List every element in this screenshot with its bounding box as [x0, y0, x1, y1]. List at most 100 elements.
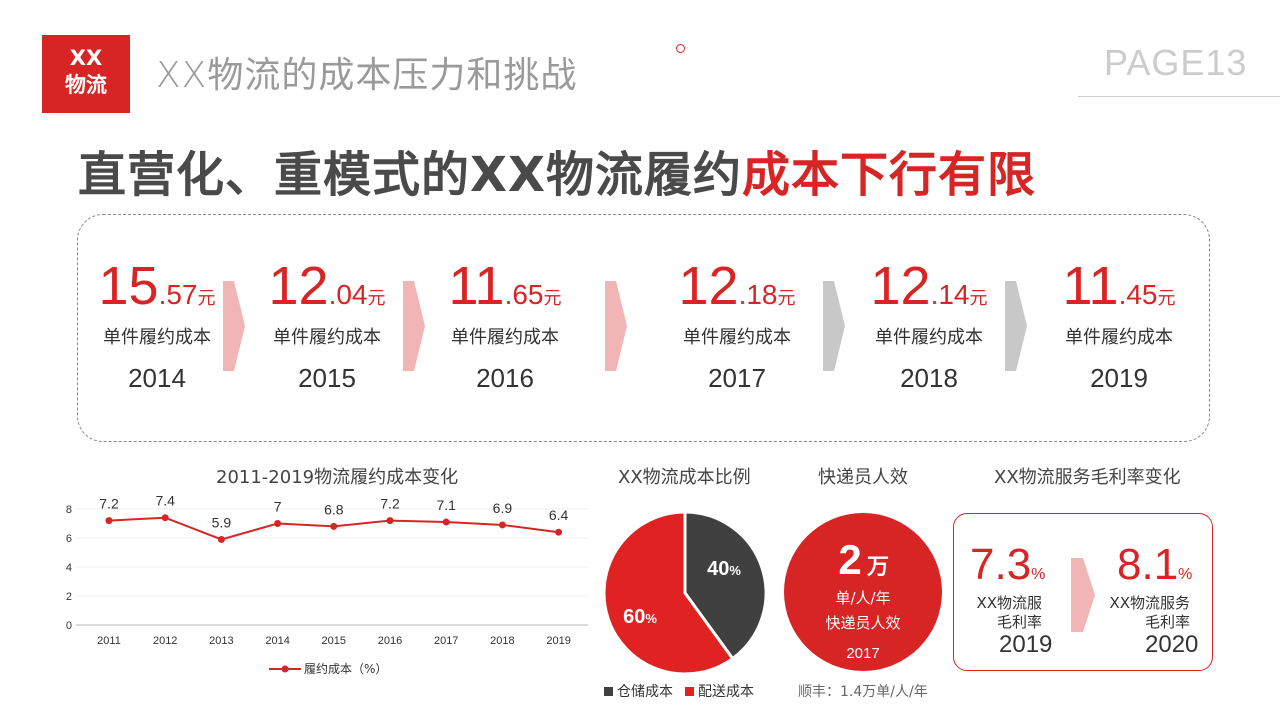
pie-slice-label: 40%: [707, 558, 741, 580]
cost-value: 11.45元: [1058, 255, 1180, 317]
cost-int: 11: [1062, 256, 1119, 316]
logo-line-1: XX: [69, 46, 103, 70]
page-number: PAGE13: [1104, 42, 1248, 83]
data-label: 7.2: [380, 496, 400, 512]
legend-swatch: [604, 686, 613, 696]
gross-margin-value-2019: 7.3%: [970, 540, 1045, 590]
decorative-circle-icon: [676, 44, 685, 53]
arrow-shape: [823, 281, 845, 371]
pie-legend-item: 配送成本: [685, 681, 754, 701]
x-tick-label: 2013: [209, 635, 233, 647]
cost-dec: .57: [158, 279, 198, 310]
timeline-arrow-icon: [605, 281, 627, 371]
cost-dec: .04: [328, 279, 368, 310]
pie-label-pct: %: [645, 611, 657, 626]
cost-item: 11.45元 单件履约成本 2019: [1058, 255, 1180, 394]
cost-value: 12.18元: [676, 255, 798, 317]
cost-int: 15: [98, 256, 159, 316]
cost-dec: .18: [738, 279, 778, 310]
legend-label: 配送成本: [698, 684, 754, 700]
efficiency-unit: 万: [866, 555, 889, 580]
cost-year: 2019: [1090, 363, 1148, 393]
timeline-arrow-icon: [1005, 281, 1027, 371]
header-title: XX物流的成本压力和挑战: [156, 55, 578, 96]
cost-value: 12.14元: [868, 255, 990, 317]
efficiency-year: 2017: [846, 645, 879, 662]
label-line: XX物流服务: [1109, 594, 1190, 612]
header-divider: [1078, 96, 1280, 97]
timeline-arrow-icon: [403, 281, 425, 371]
data-label: 7.1: [436, 497, 456, 513]
x-tick-label: 2018: [490, 635, 514, 647]
timeline-arrow-icon: [223, 281, 245, 371]
pie-legend: 仓储成本 配送成本: [604, 681, 766, 701]
cost-timeline-box: 15.57元 单件履约成本 2014 12.04元 单件履约成本 2015 11.65元 单件…: [77, 214, 1210, 442]
cost-item: 12.18元 单件履约成本 2017: [676, 255, 798, 394]
cost-value: 11.65元: [444, 255, 566, 317]
headline-dark-part: 直营化、重模式的XX物流履约: [78, 147, 743, 203]
pie-label-pct: %: [729, 563, 741, 578]
cost-label: 单件履约成本: [875, 327, 983, 348]
x-tick-label: 2012: [153, 635, 177, 647]
brand-logo: XX 物流: [42, 35, 130, 113]
cost-item: 11.65元 单件履约成本 2016: [444, 255, 566, 394]
pie-slice: [602, 510, 735, 676]
data-label: 6.9: [493, 500, 513, 516]
cost-dec: .65: [504, 279, 544, 310]
headline-red-part: 成本下行有限: [742, 147, 1037, 203]
pie-slice: [683, 510, 768, 661]
gross-margin-title: XX物流服务毛利率变化: [994, 467, 1181, 488]
x-tick-label: 2019: [546, 635, 570, 647]
data-point: [161, 514, 169, 522]
x-tick-label: 2011: [97, 635, 121, 647]
data-label: 7.4: [155, 493, 175, 509]
x-tick-label: 2016: [378, 635, 402, 647]
data-label: 7: [274, 499, 282, 515]
headline: 直营化、重模式的XX物流履约成本下行有限: [78, 135, 1036, 205]
y-tick-label: 4: [66, 562, 72, 574]
y-tick-label: 0: [66, 620, 72, 632]
cost-value: 12.04元: [266, 255, 388, 317]
cost-unit: 元: [969, 288, 988, 308]
gross-margin-number: 7.3: [970, 540, 1032, 589]
cost-int: 12: [268, 256, 329, 316]
gross-margin-number: 8.1: [1117, 540, 1179, 589]
cost-item: 12.14元 单件履约成本 2018: [868, 255, 990, 394]
data-point: [217, 535, 225, 543]
efficiency-circle: 2 万 单/人/年 快递员人效 2017: [784, 513, 942, 671]
line-chart-title: 2011-2019物流履约成本变化: [216, 467, 459, 488]
cost-label: 单件履约成本: [103, 327, 211, 348]
data-point: [330, 522, 338, 530]
cost-dec: .14: [930, 279, 970, 310]
y-tick-label: 6: [66, 533, 72, 545]
arrow-shape: [403, 281, 425, 371]
gross-margin-arrow-icon: [1071, 558, 1095, 632]
cost-unit: 元: [197, 288, 216, 308]
pie-label-value: 60: [623, 606, 645, 628]
cost-year: 2016: [476, 363, 534, 393]
cost-unit: 元: [1157, 288, 1176, 308]
x-tick-label: 2017: [434, 635, 458, 647]
sf-comparison-note: 顺丰：1.4万单/人/年: [798, 684, 928, 700]
cost-unit: 元: [777, 288, 796, 308]
cost-item: 15.57元 单件履约成本 2014: [96, 255, 218, 394]
cost-item: 12.04元 单件履约成本 2015: [266, 255, 388, 394]
cost-value: 15.57元: [96, 255, 218, 317]
cost-int: 12: [870, 256, 931, 316]
arrow-shape: [605, 281, 627, 371]
data-point: [498, 521, 506, 529]
y-tick-label: 2: [66, 591, 72, 603]
arrow-shape: [1005, 281, 1027, 371]
cost-unit: 元: [367, 288, 386, 308]
pie-label-value: 40: [707, 558, 729, 580]
pie-slice-label: 60%: [623, 606, 657, 628]
label-line: 毛利率: [1144, 613, 1190, 631]
efficiency-circle-bg: [784, 513, 942, 671]
cost-int: 11: [448, 256, 505, 316]
gross-margin-label-2019: XX物流服 毛利率: [968, 594, 1042, 632]
pie-legend-item: 仓储成本: [604, 681, 673, 701]
label-line: 毛利率: [996, 613, 1042, 631]
label-line: XX物流服: [976, 594, 1042, 612]
gross-margin-year-2020: 2020: [1145, 631, 1199, 658]
gross-margin-year-2019: 2019: [999, 631, 1053, 658]
